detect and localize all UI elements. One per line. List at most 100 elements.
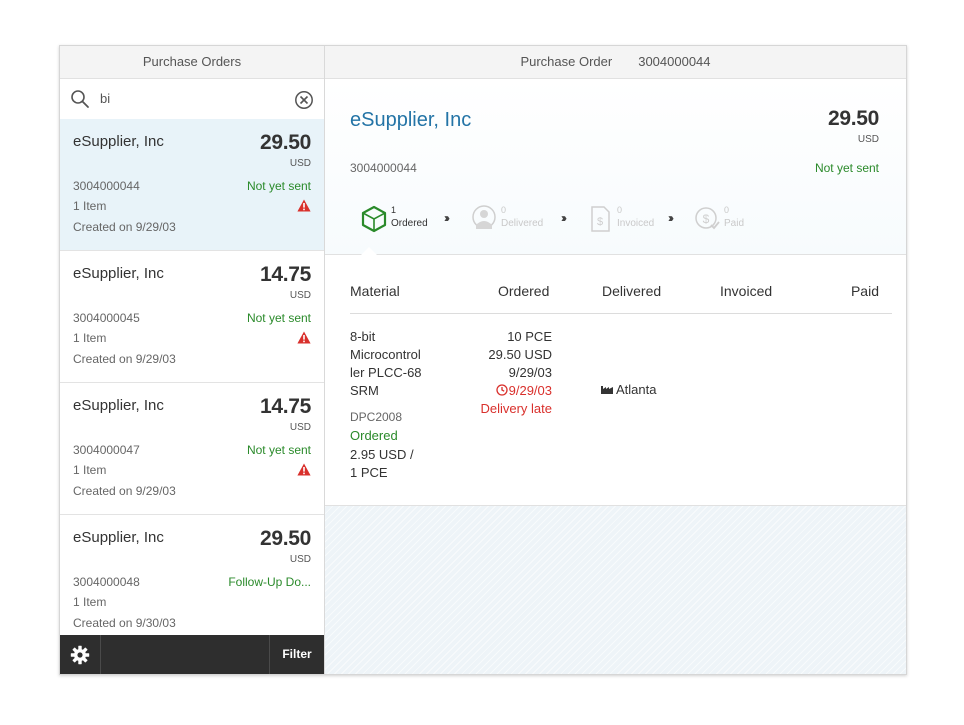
created-date: Created on 9/30/03 [73, 616, 176, 630]
item-count: 1 Item [73, 199, 107, 213]
process-step-invoiced[interactable]: $ 0 Invoiced [587, 203, 667, 235]
settings-button[interactable] [60, 635, 101, 674]
unit-price-line: 2.95 USD / [350, 447, 414, 462]
currency: USD [289, 554, 311, 565]
object-header: eSupplier, Inc 3004000044 29.50 USD Not … [325, 79, 906, 255]
process-step-ordered[interactable]: 1 Ordered [361, 203, 441, 235]
detail-title: Purchase Order [520, 54, 613, 69]
chevron-right-icon: ››› [561, 211, 567, 225]
status-text: Follow-Up Do... [228, 575, 311, 589]
selected-step-indicator [361, 247, 377, 255]
list-item[interactable]: eSupplier, Inc 29.50 USD 3004000044 Not … [60, 119, 324, 251]
factory-icon [601, 386, 613, 394]
item-count: 1 Item [73, 331, 107, 345]
ordered-cell: 10 PCE 29.50 USD 9/29/03 9/29/03 Deliver… [480, 328, 552, 418]
svg-text:$: $ [597, 216, 603, 228]
column-header-paid: Paid [850, 283, 879, 299]
empty-area [325, 505, 906, 674]
list-item[interactable]: eSupplier, Inc 29.50 USD 3004000048 Foll… [60, 515, 324, 635]
amount: 29.50 [259, 527, 311, 550]
warning-icon [297, 199, 311, 212]
object-status: Not yet sent [814, 161, 879, 175]
delivery-date-text: 9/29/03 [508, 383, 552, 398]
person-icon [472, 205, 496, 229]
currency: USD [289, 290, 311, 301]
status-text: Not yet sent [246, 443, 311, 457]
step-count: 0 [724, 205, 730, 215]
material-description-line: ler PLCC-68 [350, 365, 422, 380]
po-number: 3004000047 [73, 443, 140, 457]
amount: 14.75 [259, 395, 311, 418]
amount: 29.50 [259, 131, 311, 154]
purchase-order-list: eSupplier, Inc 29.50 USD 3004000044 Not … [60, 119, 324, 635]
object-currency: USD [857, 134, 879, 145]
item-count: 1 Item [73, 463, 107, 477]
status-text: Not yet sent [246, 311, 311, 325]
ordered-amount: 29.50 USD [488, 347, 552, 362]
detail-title-bar: Purchase Order 3004000044 [325, 46, 906, 79]
created-date: Created on 9/29/03 [73, 352, 176, 366]
detail-header-number: 3004000044 [638, 54, 711, 69]
warning-icon [297, 463, 311, 476]
step-count: 0 [617, 205, 623, 215]
delivery-date: 9/29/03 [480, 382, 552, 400]
material-code: DPC2008 [350, 410, 403, 424]
material-description: 8-bit Microcontrol ler PLCC-68 SRM [350, 328, 450, 400]
process-step-delivered[interactable]: 0 Delivered [471, 203, 551, 235]
currency: USD [289, 422, 311, 433]
process-step-paid[interactable]: $ 0 Paid [694, 203, 774, 235]
unit-price: 2.95 USD / 1 PCE [350, 446, 440, 482]
search-bar [60, 79, 324, 120]
item-count: 1 Item [73, 595, 107, 609]
created-date: Created on 9/29/03 [73, 484, 176, 498]
dollar-coin-icon: $ [695, 207, 720, 230]
chevron-right-icon: ››› [444, 211, 450, 225]
clear-search-icon[interactable] [294, 90, 314, 110]
search-icon[interactable] [70, 89, 90, 109]
box-icon [361, 205, 387, 233]
amount: 14.75 [259, 263, 311, 286]
items-table: Material Ordered Delivered Invoiced Paid… [325, 255, 906, 505]
clock-alert-icon [495, 384, 508, 396]
step-count: 1 [391, 205, 397, 215]
gear-icon [70, 645, 90, 664]
ordered-quantity: 10 PCE [507, 329, 552, 344]
master-footer-toolbar: Filter [60, 635, 324, 674]
po-number: 3004000045 [73, 311, 140, 325]
delivery-note: Delivery late [480, 401, 552, 416]
material-status: Ordered [350, 428, 398, 443]
column-header-ordered: Ordered [498, 283, 550, 299]
po-number: 3004000044 [73, 179, 140, 193]
currency: USD [289, 158, 311, 169]
svg-text:$: $ [703, 212, 710, 226]
po-number: 3004000048 [73, 575, 140, 589]
filter-button[interactable]: Filter [269, 635, 324, 674]
detail-pane: Purchase Order 3004000044 eSupplier, Inc … [325, 46, 906, 674]
warning-icon [297, 331, 311, 344]
chevron-right-icon: ››› [668, 211, 674, 225]
supplier-name: eSupplier, Inc [73, 529, 164, 546]
supplier-name: eSupplier, Inc [73, 265, 164, 282]
list-item[interactable]: eSupplier, Inc 14.75 USD 3004000047 Not … [60, 383, 324, 515]
step-count: 0 [501, 205, 507, 215]
search-input[interactable] [100, 87, 280, 109]
invoice-icon: $ [591, 206, 610, 232]
supplier-name: eSupplier, Inc [73, 397, 164, 414]
process-flow: 1 Ordered ››› 0 Delivered ››› [361, 203, 781, 239]
master-title: Purchase Orders [60, 46, 324, 79]
step-label: Delivered [501, 218, 544, 229]
object-number: 3004000044 [350, 161, 417, 175]
column-header-delivered: Delivered [602, 283, 662, 299]
delivered-location: Atlanta [600, 382, 656, 397]
ordered-date: 9/29/03 [508, 365, 552, 380]
step-label: Paid [724, 218, 745, 229]
column-header-invoiced: Invoiced [720, 283, 773, 299]
table-header: Material Ordered Delivered Invoiced Paid [350, 279, 892, 314]
material-description-line: 8-bit [350, 329, 376, 344]
material-description-line: SRM [350, 383, 379, 398]
list-item[interactable]: eSupplier, Inc 14.75 USD 3004000045 Not … [60, 251, 324, 383]
step-label: Ordered [391, 218, 428, 229]
unit-price-line: 1 PCE [350, 465, 388, 480]
status-text: Not yet sent [246, 179, 311, 193]
supplier-name: eSupplier, Inc [73, 133, 164, 150]
